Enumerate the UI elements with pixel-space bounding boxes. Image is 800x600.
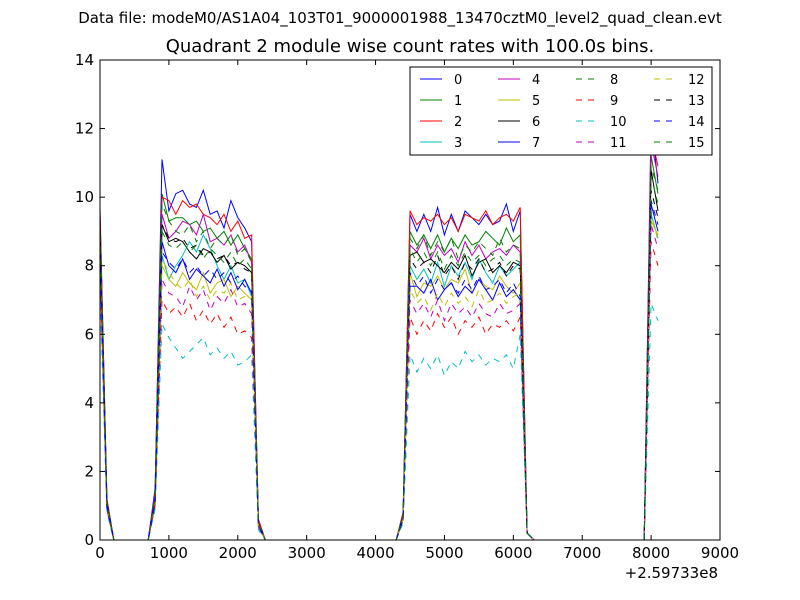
legend-entry-12: 12 [688,73,705,88]
figure-suptitle: Data file: modeM0/AS1A04_103T01_90000019… [78,9,722,27]
series-line-13 [99,190,659,541]
x-axis-offset-label: +2.59733e8 [625,564,718,582]
chart-title: Quadrant 2 module wise count rates with … [165,36,655,57]
series-line-1 [99,155,659,541]
x-tick-label: 6000 [494,544,532,562]
series-line-9 [99,241,659,541]
legend-entry-14: 14 [688,115,705,130]
x-tick-label: 2000 [219,544,257,562]
x-tick-label: 0 [95,544,105,562]
axes-group: 0 1000 2000 3000 4000 5000 6000 7000 8000 9000 0 2 4… [75,51,739,562]
plot-frame [99,59,721,541]
plot-series-group [99,118,659,541]
legend-entry-6: 6 [532,115,540,130]
series-line-2 [99,135,659,541]
legend-entry-7: 7 [532,136,540,151]
y-tick-label: 6 [84,325,94,343]
legend-entry-4: 4 [532,73,540,88]
legend-entry-5: 5 [532,94,540,109]
legend-entry-3: 3 [454,136,462,151]
y-tick-label: 4 [84,394,94,412]
y-tick-label: 2 [84,462,94,480]
y-tick-label: 8 [84,257,94,275]
series-line-10 [99,289,659,541]
series-line-15 [99,176,659,541]
legend-entry-9: 9 [610,94,618,109]
y-tick-label: 12 [75,120,94,138]
y-tick-label: 0 [84,531,94,549]
series-line-5 [99,220,659,541]
legend-entry-13: 13 [688,94,705,109]
series-line-11 [99,224,659,541]
x-tick-label: 1000 [150,544,188,562]
x-tick-label: 4000 [356,544,394,562]
legend-entry-2: 2 [454,115,462,130]
x-tick-label: 3000 [288,544,326,562]
legend-entry-8: 8 [610,73,618,88]
series-line-14 [99,200,659,541]
x-tick-label: 7000 [563,544,601,562]
x-tick-label: 9000 [701,544,739,562]
legend-frame [409,66,713,156]
y-tick-label: 14 [75,51,94,69]
legend-entry-1: 1 [454,94,462,109]
series-line-6 [99,169,659,541]
legend-entry-15: 15 [688,136,705,151]
series-line-8 [99,166,659,541]
legend-entry-11: 11 [610,136,627,151]
legend-entry-0: 0 [454,73,462,88]
y-tick-label: 10 [75,188,94,206]
series-line-0 [99,118,659,541]
series-line-12 [99,210,659,541]
x-tick-label: 8000 [632,544,670,562]
x-tick-label: 5000 [425,544,463,562]
legend-entry-10: 10 [610,115,627,130]
